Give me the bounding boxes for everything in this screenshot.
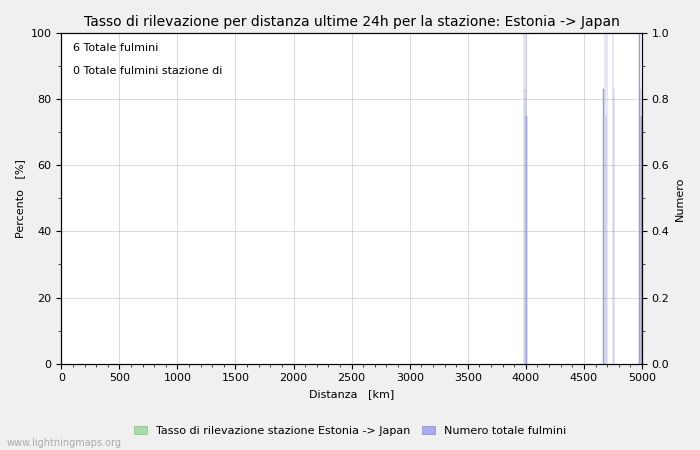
X-axis label: Distanza   [km]: Distanza [km] (309, 389, 394, 399)
Legend: Tasso di rilevazione stazione Estonia -> Japan, Numero totale fulmini: Tasso di rilevazione stazione Estonia ->… (130, 421, 570, 440)
Text: 6 Totale fulmini: 6 Totale fulmini (73, 43, 158, 53)
Text: 0 Totale fulmini stazione di: 0 Totale fulmini stazione di (73, 66, 223, 76)
Title: Tasso di rilevazione per distanza ultime 24h per la stazione: Estonia -> Japan: Tasso di rilevazione per distanza ultime… (84, 15, 620, 29)
Y-axis label: Percento   [%]: Percento [%] (15, 159, 25, 238)
Text: www.lightningmaps.org: www.lightningmaps.org (7, 438, 122, 448)
Y-axis label: Numero: Numero (675, 176, 685, 220)
